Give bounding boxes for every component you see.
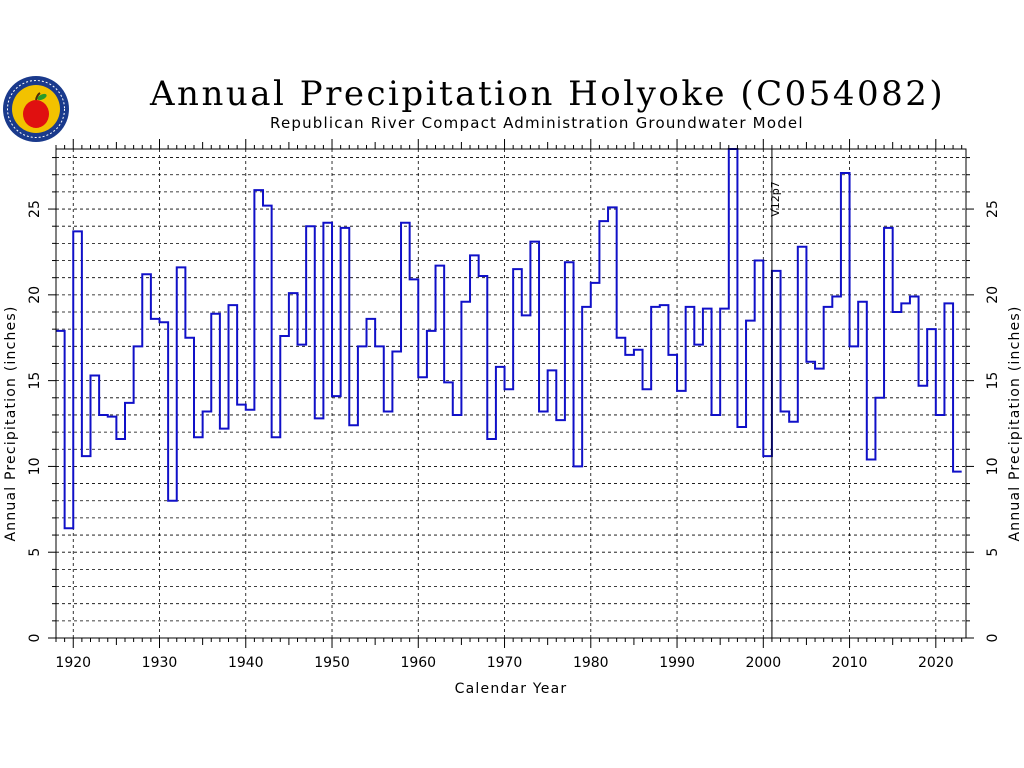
x-tick-label: 1960: [400, 655, 436, 671]
y-tick-label-left: 20: [27, 286, 43, 304]
y-axis-label-right: Annual Precipitation (inches): [1007, 305, 1023, 541]
y-axis-label-left: Annual Precipitation (inches): [3, 305, 19, 541]
y-tick-label-right: 0: [985, 634, 1001, 643]
x-axis-label: Calendar Year: [455, 681, 568, 697]
x-tick-label: 1930: [142, 655, 178, 671]
plot-frame: [55, 148, 967, 639]
logo-apple-stem: [35, 92, 41, 101]
y-tick-label-right: 15: [985, 372, 1001, 390]
y-tick-label-right: 5: [985, 548, 1001, 557]
y-tick-label-left: 25: [27, 200, 43, 218]
series-layer: [56, 148, 962, 530]
chart-subtitle: Republican River Compact Administration …: [270, 114, 804, 132]
x-tick-label: 1950: [314, 655, 350, 671]
y-tick-label-right: 20: [985, 286, 1001, 304]
x-tick-label: 1980: [573, 655, 609, 671]
x-tick-label: 2010: [832, 655, 868, 671]
x-tick-label: 1990: [659, 655, 695, 671]
x-tick-label: 1920: [55, 655, 91, 671]
series-line-precipitation: [56, 148, 962, 530]
y-tick-label-left: 5: [27, 548, 43, 557]
logo-text-ring: [7, 80, 65, 138]
marker-layer: V12p7: [769, 149, 782, 638]
y-tick-label-right: 25: [985, 200, 1001, 218]
y-tick-label-left: 10: [27, 458, 43, 476]
grid-layer: [56, 149, 966, 638]
y-tick-label-left: 0: [27, 634, 43, 643]
y-tick-label-right: 10: [985, 458, 1001, 476]
marker-line-label: V12p7: [769, 181, 782, 217]
x-tick-label: 1940: [228, 655, 264, 671]
chart-title: Annual Precipitation Holyoke (C054082): [150, 74, 946, 114]
x-tick-label: 2020: [918, 655, 954, 671]
x-tick-label: 2000: [745, 655, 781, 671]
y-tick-label-left: 15: [27, 372, 43, 390]
x-tick-label: 1970: [487, 655, 523, 671]
logo-apple-leaf: [37, 93, 47, 101]
logo-apple: [23, 100, 49, 128]
apple-seal-logo-icon: [3, 76, 69, 142]
